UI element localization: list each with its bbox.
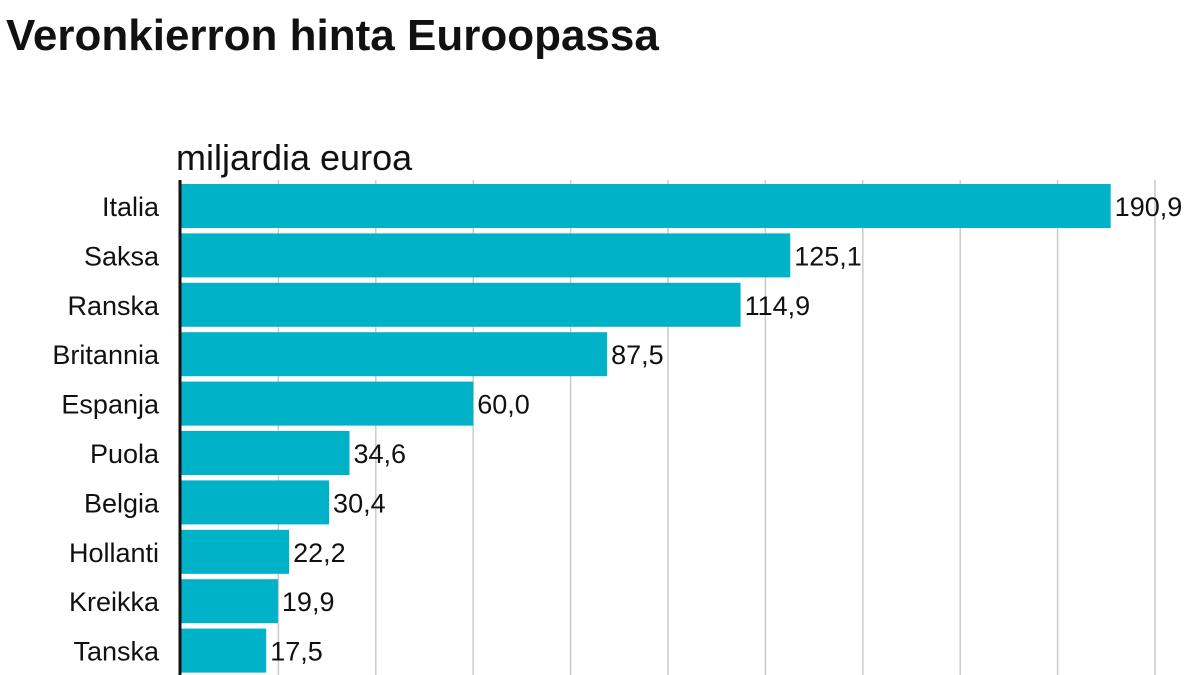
value-label: 30,4 xyxy=(333,488,386,518)
bar xyxy=(181,579,278,624)
bar xyxy=(181,381,474,426)
category-label: Kreikka xyxy=(69,587,160,617)
value-label: 19,9 xyxy=(282,587,335,617)
value-label: 17,5 xyxy=(270,637,323,667)
bar xyxy=(181,282,741,327)
category-label: Tanska xyxy=(73,637,160,667)
value-label: 190,9 xyxy=(1115,192,1183,222)
value-label: 34,6 xyxy=(354,439,407,469)
bar xyxy=(181,628,267,673)
category-label: Puola xyxy=(90,439,160,469)
value-label: 125,1 xyxy=(794,241,862,271)
category-label: Britannia xyxy=(52,340,160,370)
category-label: Espanja xyxy=(61,390,160,420)
value-label: 60,0 xyxy=(477,390,530,420)
bar xyxy=(181,529,290,574)
category-label: Saksa xyxy=(84,241,160,271)
value-label: 114,9 xyxy=(745,291,811,321)
category-label: Belgia xyxy=(84,488,160,518)
category-label: Ranska xyxy=(67,291,160,321)
bar xyxy=(181,332,608,377)
category-label: Italia xyxy=(102,192,160,222)
chart-title: Veronkierron hinta Euroopassa xyxy=(6,11,659,60)
bars xyxy=(181,184,1111,673)
unit-label: miljardia euroa xyxy=(176,137,413,178)
bar xyxy=(181,233,791,278)
bar xyxy=(181,184,1111,228)
bar xyxy=(181,431,350,475)
bar xyxy=(181,480,330,525)
category-labels: Italia Saksa Ranska Britannia Espanja Puola Be… xyxy=(52,192,160,667)
value-label: 87,5 xyxy=(611,340,664,370)
value-labels: 190,9 125,1 114,9 87,5 60,0 34,6 30,4 22,2 19,9 1… xyxy=(270,192,1182,667)
value-label: 22,2 xyxy=(293,538,346,568)
category-label: Hollanti xyxy=(69,538,159,568)
